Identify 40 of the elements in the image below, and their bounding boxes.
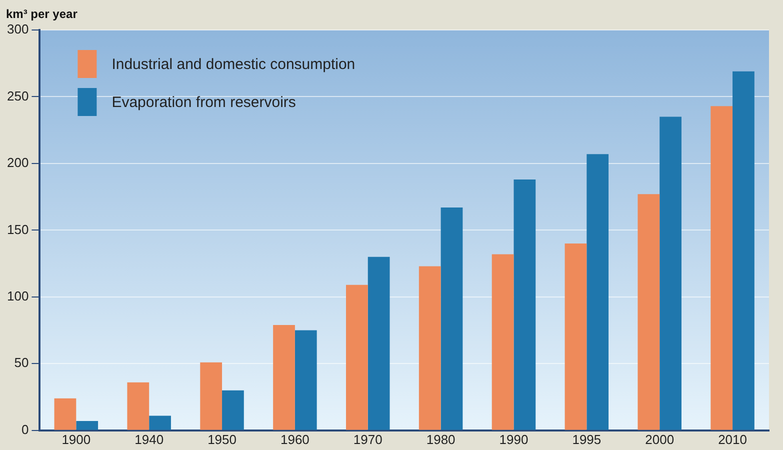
legend-label: Industrial and domestic consumption [112,56,356,74]
x-tick-label: 1980 [426,432,456,447]
bar [368,256,390,430]
y-tick-label: 0 [21,422,29,437]
bar [200,362,222,430]
bar [222,390,244,430]
bar [732,71,754,430]
x-tick-label: 2000 [645,432,674,447]
x-tick-label: 1940 [134,432,164,447]
bar [418,266,441,430]
bar [660,116,682,430]
x-tick-label: 1950 [208,432,236,447]
y-tick-label: 100 [6,288,29,304]
x-tick-label: 1900 [62,432,91,447]
bar [638,194,660,430]
bar [273,324,295,430]
bar [564,244,587,430]
bar [149,416,171,430]
bar [127,382,150,430]
bar [294,330,317,430]
legend-label: Evaporation from reservoirs [112,94,296,112]
bar [76,421,98,430]
bar [586,154,609,430]
bar [514,179,536,430]
x-tick-label: 1995 [572,432,602,447]
bar [440,208,463,430]
bar [54,398,76,430]
y-tick-label: 50 [14,355,29,370]
bar [346,284,368,430]
x-tick-label: 1960 [280,432,310,447]
y-tick-label: 150 [6,222,29,237]
y-tick-label: 250 [6,88,29,104]
x-tick-label: 1990 [499,432,528,447]
x-tick-label: 1970 [353,432,382,447]
y-tick-label: 200 [6,155,29,170]
y-tick-label: 300 [6,22,29,37]
y-axis-title: km³ per year [6,7,78,21]
bar [710,106,733,430]
x-tick-label: 2010 [718,432,747,447]
bar [492,254,514,430]
